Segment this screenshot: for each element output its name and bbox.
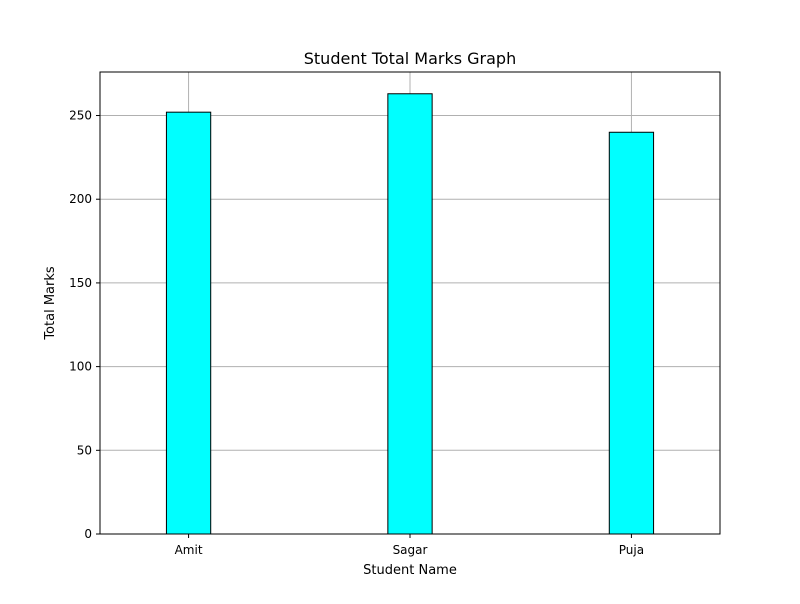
x-axis-label: Student Name xyxy=(363,563,457,578)
y-tick-label: 250 xyxy=(69,109,92,123)
x-tick-label: Amit xyxy=(175,543,203,557)
ticks-layer: 0 50 100 150 200 250 Amit Sagar Puja xyxy=(69,109,644,557)
y-tick-label: 200 xyxy=(69,192,92,206)
x-tick-label: Puja xyxy=(619,543,644,557)
bar-sagar xyxy=(387,93,433,535)
y-tick-label: 0 xyxy=(84,527,92,541)
bar-puja xyxy=(608,131,655,535)
chart-title: Student Total Marks Graph xyxy=(304,49,516,68)
bars-layer xyxy=(165,93,655,535)
y-tick-label: 150 xyxy=(69,276,92,290)
y-axis-label: Total Marks xyxy=(43,266,58,341)
x-tick-label: Sagar xyxy=(393,543,428,557)
y-tick-label: 100 xyxy=(69,360,92,374)
bar-amit xyxy=(165,111,212,535)
y-tick-label: 50 xyxy=(77,443,92,457)
